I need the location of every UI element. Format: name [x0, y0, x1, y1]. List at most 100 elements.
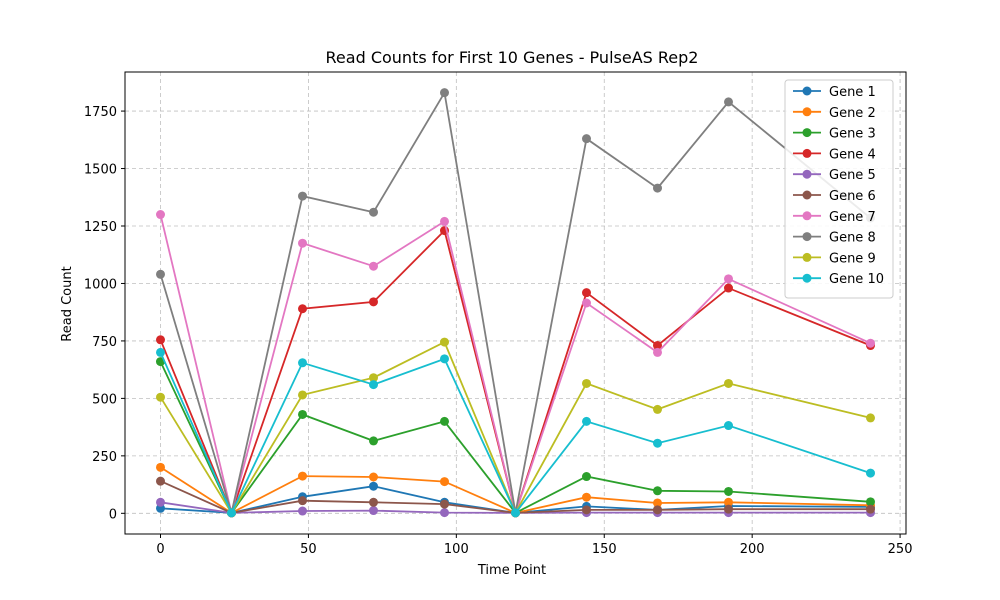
y-axis: 0 250 500 750 1000 1250 1500 1750 — [84, 105, 125, 522]
legend-item: Gene 10 — [793, 272, 884, 287]
data-point — [369, 380, 378, 390]
data-point — [653, 486, 662, 496]
data-point — [156, 335, 165, 345]
legend-label: Gene 9 — [829, 251, 876, 266]
data-point — [440, 416, 449, 426]
data-point — [298, 496, 307, 506]
legend-item: Gene 8 — [793, 231, 876, 246]
series-10 — [156, 347, 875, 518]
data-point — [369, 436, 378, 446]
data-point — [582, 298, 591, 308]
legend-item: Gene 4 — [793, 147, 876, 162]
y-tick-label: 0 — [109, 507, 117, 522]
series-3 — [156, 357, 875, 518]
series-line — [159, 352, 871, 516]
legend-marker — [802, 232, 812, 242]
data-point — [653, 498, 662, 508]
data-point — [440, 88, 449, 98]
data-point — [156, 392, 165, 402]
data-point — [582, 288, 591, 298]
data-point — [156, 476, 165, 486]
series-layer — [156, 88, 875, 518]
y-tick-label: 500 — [92, 392, 117, 407]
data-point — [298, 358, 307, 368]
legend-marker — [802, 148, 812, 158]
data-point — [724, 378, 733, 388]
data-point — [724, 497, 733, 507]
series-7 — [156, 210, 875, 518]
data-point — [156, 269, 165, 279]
data-point — [298, 191, 307, 201]
data-point — [369, 481, 378, 491]
data-point — [724, 421, 733, 431]
legend-label: Gene 4 — [829, 147, 876, 162]
data-point — [582, 492, 591, 502]
chart-title: Read Counts for First 10 Genes - PulseAS… — [326, 48, 699, 67]
legend-label: Gene 2 — [829, 106, 876, 121]
data-point — [369, 297, 378, 307]
data-point — [369, 207, 378, 217]
data-point — [298, 409, 307, 419]
x-tick-label: 150 — [592, 542, 617, 557]
data-point — [653, 404, 662, 414]
legend-item: Gene 1 — [793, 85, 876, 100]
data-point — [582, 416, 591, 426]
data-point — [653, 183, 662, 193]
data-point — [724, 283, 733, 293]
legend-marker — [802, 169, 812, 179]
data-point — [369, 373, 378, 383]
x-axis: 0 50 100 150 200 250 — [156, 534, 912, 557]
series-line — [159, 340, 871, 515]
data-point — [440, 499, 449, 509]
data-point — [298, 506, 307, 516]
legend-item: Gene 7 — [793, 210, 876, 225]
legend-label: Gene 10 — [829, 272, 884, 287]
data-point — [369, 506, 378, 516]
data-point — [866, 413, 875, 423]
data-point — [440, 354, 449, 364]
data-point — [724, 97, 733, 107]
data-point — [298, 390, 307, 400]
series-line — [160, 466, 871, 514]
data-point — [653, 347, 662, 357]
legend-marker — [802, 273, 812, 283]
legend-label: Gene 1 — [829, 85, 876, 100]
y-tick-label: 250 — [92, 450, 117, 465]
data-point — [653, 438, 662, 448]
legend-label: Gene 5 — [829, 168, 876, 183]
data-point — [227, 508, 236, 518]
data-point — [156, 497, 165, 507]
legend-marker — [802, 107, 812, 117]
grid — [125, 72, 906, 534]
data-point — [724, 504, 733, 514]
y-tick-label: 750 — [92, 335, 117, 350]
data-point — [866, 504, 875, 514]
x-tick-label: 250 — [888, 542, 913, 557]
x-axis-label: Time Point — [477, 563, 546, 578]
data-point — [440, 337, 449, 347]
data-point — [653, 505, 662, 515]
series-line — [159, 90, 872, 517]
x-tick-label: 0 — [156, 542, 164, 557]
legend-label: Gene 8 — [829, 231, 876, 246]
y-tick-label: 1750 — [84, 105, 117, 120]
data-point — [653, 341, 662, 351]
y-tick-label: 1000 — [84, 277, 117, 292]
x-tick-label: 200 — [740, 542, 765, 557]
data-point — [298, 304, 307, 314]
legend-item: Gene 9 — [793, 251, 876, 266]
legend-label: Gene 6 — [829, 189, 876, 204]
data-point — [369, 472, 378, 482]
legend-item: Gene 2 — [793, 106, 876, 121]
data-point — [511, 508, 520, 518]
series-line — [160, 480, 871, 514]
legend-item: Gene 6 — [793, 189, 876, 204]
legend-item: Gene 5 — [793, 168, 876, 183]
data-point — [582, 134, 591, 144]
series-line — [159, 214, 871, 517]
y-tick-label: 1500 — [84, 163, 117, 178]
legend-box — [784, 79, 894, 299]
data-point — [582, 505, 591, 515]
data-point — [440, 477, 449, 487]
